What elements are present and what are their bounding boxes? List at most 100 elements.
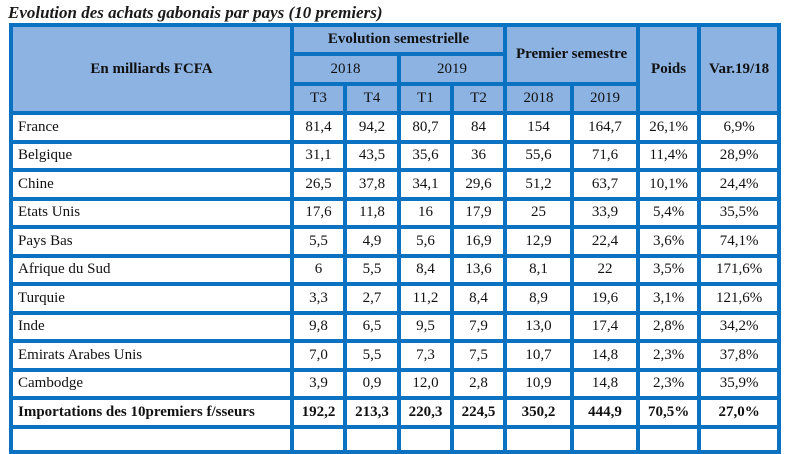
country-cell: Pays Bas xyxy=(9,225,294,258)
quarter-header: T2 xyxy=(449,82,508,115)
poids-cell: 70,5% xyxy=(636,396,702,429)
t3-2018-cell: 17,6 xyxy=(290,196,347,229)
s1-2018-cell: 13,0 xyxy=(503,310,575,343)
s1-2019-cell: 33,9 xyxy=(570,196,641,229)
s1-2019-cell: 22,4 xyxy=(570,225,641,258)
table-row: Afrique du Sud 6 5,5 8,4 13,6 8,1 22 3,5% 171,6% xyxy=(9,253,782,286)
s1-2018-cell: 55,6 xyxy=(503,139,575,172)
t1-2019-cell: 9,5 xyxy=(397,310,454,343)
country-cell: Turquie xyxy=(9,282,294,315)
t4-2018-cell: 37,8 xyxy=(343,168,401,201)
var-cell: 24,4% xyxy=(697,168,782,201)
empty-cell xyxy=(697,424,782,454)
s1-2019-cell: 164,7 xyxy=(570,111,641,144)
s1-2018-cell: 10,9 xyxy=(503,367,575,400)
s1-2018-cell: 51,2 xyxy=(503,168,575,201)
t1-2019-cell: 7,3 xyxy=(397,339,454,372)
imports-table: En milliards FCFA Evolution semestrielle… xyxy=(9,23,782,454)
t3-2018-cell: 9,8 xyxy=(290,310,347,343)
table-row: Inde 9,8 6,5 9,5 7,9 13,0 17,4 2,8% 34,2% xyxy=(9,310,782,343)
t2-2019-cell: 2,8 xyxy=(449,367,508,400)
t4-2018-cell: 11,8 xyxy=(343,196,401,229)
poids-header: Poids xyxy=(636,23,702,115)
empty-cell xyxy=(449,424,508,454)
var-cell: 34,2% xyxy=(697,310,782,343)
t2-2019-cell: 16,9 xyxy=(449,225,508,258)
var-cell: 27,0% xyxy=(697,396,782,429)
year-2018-header: 2018 xyxy=(290,52,401,86)
t4-2018-cell: 2,7 xyxy=(343,282,401,315)
t1-2019-cell: 12,0 xyxy=(397,367,454,400)
country-cell: Etats Unis xyxy=(9,196,294,229)
poids-cell: 3,6% xyxy=(636,225,702,258)
empty-cell xyxy=(290,424,347,454)
t2-2019-cell: 29,6 xyxy=(449,168,508,201)
var-cell: 35,5% xyxy=(697,196,782,229)
country-cell: Afrique du Sud xyxy=(9,253,294,286)
t2-2019-cell: 84 xyxy=(449,111,508,144)
poids-cell: 2,3% xyxy=(636,367,702,400)
quarter-header: T4 xyxy=(343,82,401,115)
table-row: Etats Unis 17,6 11,8 16 17,9 25 33,9 5,4% 35,5% xyxy=(9,196,782,229)
t3-2018-cell: 81,4 xyxy=(290,111,347,144)
s1-2018-cell: 12,9 xyxy=(503,225,575,258)
t4-2018-cell: 213,3 xyxy=(343,396,401,429)
t3-2018-cell: 192,2 xyxy=(290,396,347,429)
s1-2019-cell: 444,9 xyxy=(570,396,641,429)
t3-2018-cell: 5,5 xyxy=(290,225,347,258)
var-cell: 37,8% xyxy=(697,339,782,372)
t4-2018-cell: 6,5 xyxy=(343,310,401,343)
var-cell: 121,6% xyxy=(697,282,782,315)
year-2019-header: 2019 xyxy=(396,52,508,86)
t4-2018-cell: 4,9 xyxy=(343,225,401,258)
t1-2019-cell: 35,6 xyxy=(397,139,454,172)
s1-2018-cell: 8,9 xyxy=(503,282,575,315)
s1-2018-cell: 25 xyxy=(503,196,575,229)
country-cell: Inde xyxy=(9,310,294,343)
quarter-header: T3 xyxy=(290,82,347,115)
s1-2018-cell: 8,1 xyxy=(503,253,575,286)
table-row: Belgique 31,1 43,5 35,6 36 55,6 71,6 11,4% 28,9% xyxy=(9,139,782,172)
empty-cell xyxy=(636,424,702,454)
s1-2019-cell: 19,6 xyxy=(570,282,641,315)
empty-cell xyxy=(9,424,294,454)
s1-2018-cell: 350,2 xyxy=(503,396,575,429)
t3-2018-cell: 7,0 xyxy=(290,339,347,372)
premier-semestre-header: Premier semestre xyxy=(503,23,641,86)
var-cell: 28,9% xyxy=(697,139,782,172)
poids-cell: 3,1% xyxy=(636,282,702,315)
t3-2018-cell: 6 xyxy=(290,253,347,286)
t4-2018-cell: 0,9 xyxy=(343,367,401,400)
t1-2019-cell: 8,4 xyxy=(397,253,454,286)
t3-2018-cell: 3,9 xyxy=(290,367,347,400)
country-cell: Importations des 10premiers f/sseurs xyxy=(9,396,294,429)
t2-2019-cell: 8,4 xyxy=(449,282,508,315)
country-cell: Cambodge xyxy=(9,367,294,400)
t1-2019-cell: 220,3 xyxy=(397,396,454,429)
poids-cell: 2,8% xyxy=(636,310,702,343)
t2-2019-cell: 13,6 xyxy=(449,253,508,286)
country-cell: Emirats Arabes Unis xyxy=(9,339,294,372)
table-row: France 81,4 94,2 80,7 84 154 164,7 26,1% 6,9% xyxy=(9,111,782,144)
s1-2019-cell: 17,4 xyxy=(570,310,641,343)
t1-2019-cell: 34,1 xyxy=(397,168,454,201)
t2-2019-cell: 7,5 xyxy=(449,339,508,372)
table-title: Evolution des achats gabonais par pays (… xyxy=(8,3,383,22)
t3-2018-cell: 3,3 xyxy=(290,282,347,315)
t3-2018-cell: 31,1 xyxy=(290,139,347,172)
t2-2019-cell: 224,5 xyxy=(449,396,508,429)
t1-2019-cell: 11,2 xyxy=(397,282,454,315)
var-cell: 171,6% xyxy=(697,253,782,286)
var-cell: 6,9% xyxy=(697,111,782,144)
total-row: Importations des 10premiers f/sseurs 192,… xyxy=(9,396,782,429)
t3-2018-cell: 26,5 xyxy=(290,168,347,201)
unit-header: En milliards FCFA xyxy=(9,23,294,115)
country-cell: Chine xyxy=(9,168,294,201)
t1-2019-cell: 5,6 xyxy=(397,225,454,258)
poids-cell: 3,5% xyxy=(636,253,702,286)
empty-cell xyxy=(570,424,641,454)
t4-2018-cell: 5,5 xyxy=(343,253,401,286)
t2-2019-cell: 36 xyxy=(449,139,508,172)
t1-2019-cell: 80,7 xyxy=(397,111,454,144)
country-cell: France xyxy=(9,111,294,144)
